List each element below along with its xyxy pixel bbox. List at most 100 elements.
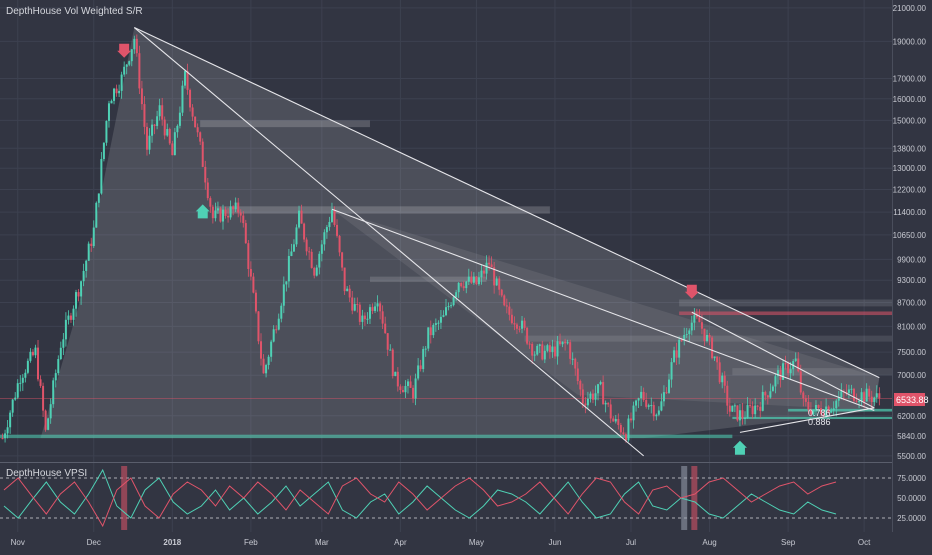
candle-body: [759, 406, 762, 411]
candle-body: [100, 159, 103, 194]
y-axis-label: 16000.00: [893, 95, 927, 104]
y-axis-label: 5500.00: [897, 452, 926, 461]
x-axis-label: Jun: [549, 538, 562, 547]
candle-body: [632, 405, 635, 421]
candle-body: [797, 358, 800, 372]
candle-body: [399, 386, 402, 390]
candle-body: [151, 124, 154, 136]
candle-body: [348, 288, 351, 298]
candle-body: [460, 282, 463, 287]
x-axis-label: Nov: [11, 538, 25, 547]
candle-body: [47, 418, 50, 430]
candle-body: [690, 322, 693, 331]
candle-body: [840, 391, 843, 398]
x-axis-label: Aug: [702, 538, 716, 547]
candle-body: [384, 323, 387, 334]
candle-body: [693, 315, 696, 323]
y-axis-label: 15000.00: [893, 116, 927, 125]
candle-body: [515, 324, 518, 329]
y-axis-label: 8700.00: [897, 299, 926, 308]
candle-body: [627, 418, 630, 441]
candle-body: [480, 270, 483, 278]
up-arrow-icon: [732, 440, 747, 455]
trendline: [133, 27, 645, 457]
candle-body: [559, 341, 562, 345]
candle-body: [396, 371, 399, 387]
candle-body: [173, 132, 176, 156]
candle-body: [338, 235, 341, 253]
candle-body: [779, 370, 782, 380]
candle-body: [637, 398, 640, 401]
candle-body: [825, 406, 828, 416]
candle-body: [353, 304, 356, 311]
y-axis-label: 13800.00: [893, 144, 927, 153]
candle-body: [685, 334, 688, 336]
candle-body: [576, 368, 579, 382]
y-axis-label: 21000.00: [893, 4, 927, 13]
candle-body: [113, 88, 116, 101]
candle-body: [645, 400, 648, 407]
main-indicator-title[interactable]: DepthHouse Vol Weighted S/R: [6, 6, 143, 17]
candle-body: [204, 166, 207, 183]
candle-body: [541, 344, 544, 360]
candle-body: [543, 350, 546, 360]
candle-body: [24, 372, 27, 378]
candle-body: [508, 306, 511, 315]
candle-body: [118, 90, 121, 94]
candle-body: [120, 74, 123, 91]
candle-body: [209, 198, 212, 207]
candle-body: [794, 358, 797, 362]
candle-body: [764, 391, 767, 396]
candle-body: [733, 405, 736, 407]
oscillator-series-line: [3, 468, 837, 519]
candle-body: [561, 341, 564, 345]
price-tag: [894, 393, 925, 406]
candle-body: [414, 378, 417, 399]
candle-body: [850, 388, 853, 390]
candle-body: [434, 323, 437, 325]
candle-body: [852, 388, 855, 401]
candle-body: [85, 260, 88, 271]
candle-body: [640, 391, 643, 399]
candle-body: [29, 351, 32, 361]
candle-body: [607, 402, 610, 405]
candle-body: [574, 358, 577, 369]
candle-body: [766, 395, 769, 398]
candle-body: [115, 88, 118, 94]
candle-body: [247, 243, 250, 269]
sr-zone: [0, 434, 733, 439]
candle-body: [817, 405, 820, 409]
x-axis-label: Apr: [394, 538, 407, 547]
candle-body: [447, 306, 450, 308]
candle-body: [133, 38, 136, 50]
candle-body: [97, 193, 100, 203]
candle-body: [298, 210, 301, 228]
candle-body: [847, 389, 850, 393]
candle-body: [232, 206, 235, 210]
y-axis-label: 7000.00: [897, 371, 926, 380]
y-axis-label: 8100.00: [897, 322, 926, 331]
candle-body: [315, 267, 318, 276]
x-axis-label: Jul: [626, 538, 636, 547]
candle-body: [16, 383, 19, 398]
candle-body: [57, 359, 60, 374]
candle-body: [769, 391, 772, 398]
candle-body: [586, 398, 589, 406]
candle-body: [39, 379, 42, 386]
candle-body: [495, 278, 498, 286]
trendlines[interactable]: [133, 27, 880, 457]
candle-body: [128, 61, 131, 65]
sub-indicator-title[interactable]: DepthHouse VPSI: [6, 468, 87, 479]
candle-body: [191, 107, 194, 117]
candle-body: [366, 318, 369, 320]
candle-body: [789, 369, 792, 374]
sr-zone: [788, 408, 892, 412]
candle-body: [201, 141, 204, 167]
candle-body: [700, 322, 703, 329]
candle-body: [439, 316, 442, 323]
candle-body: [290, 251, 293, 257]
candle-body: [860, 392, 863, 402]
candle-body: [54, 373, 57, 381]
